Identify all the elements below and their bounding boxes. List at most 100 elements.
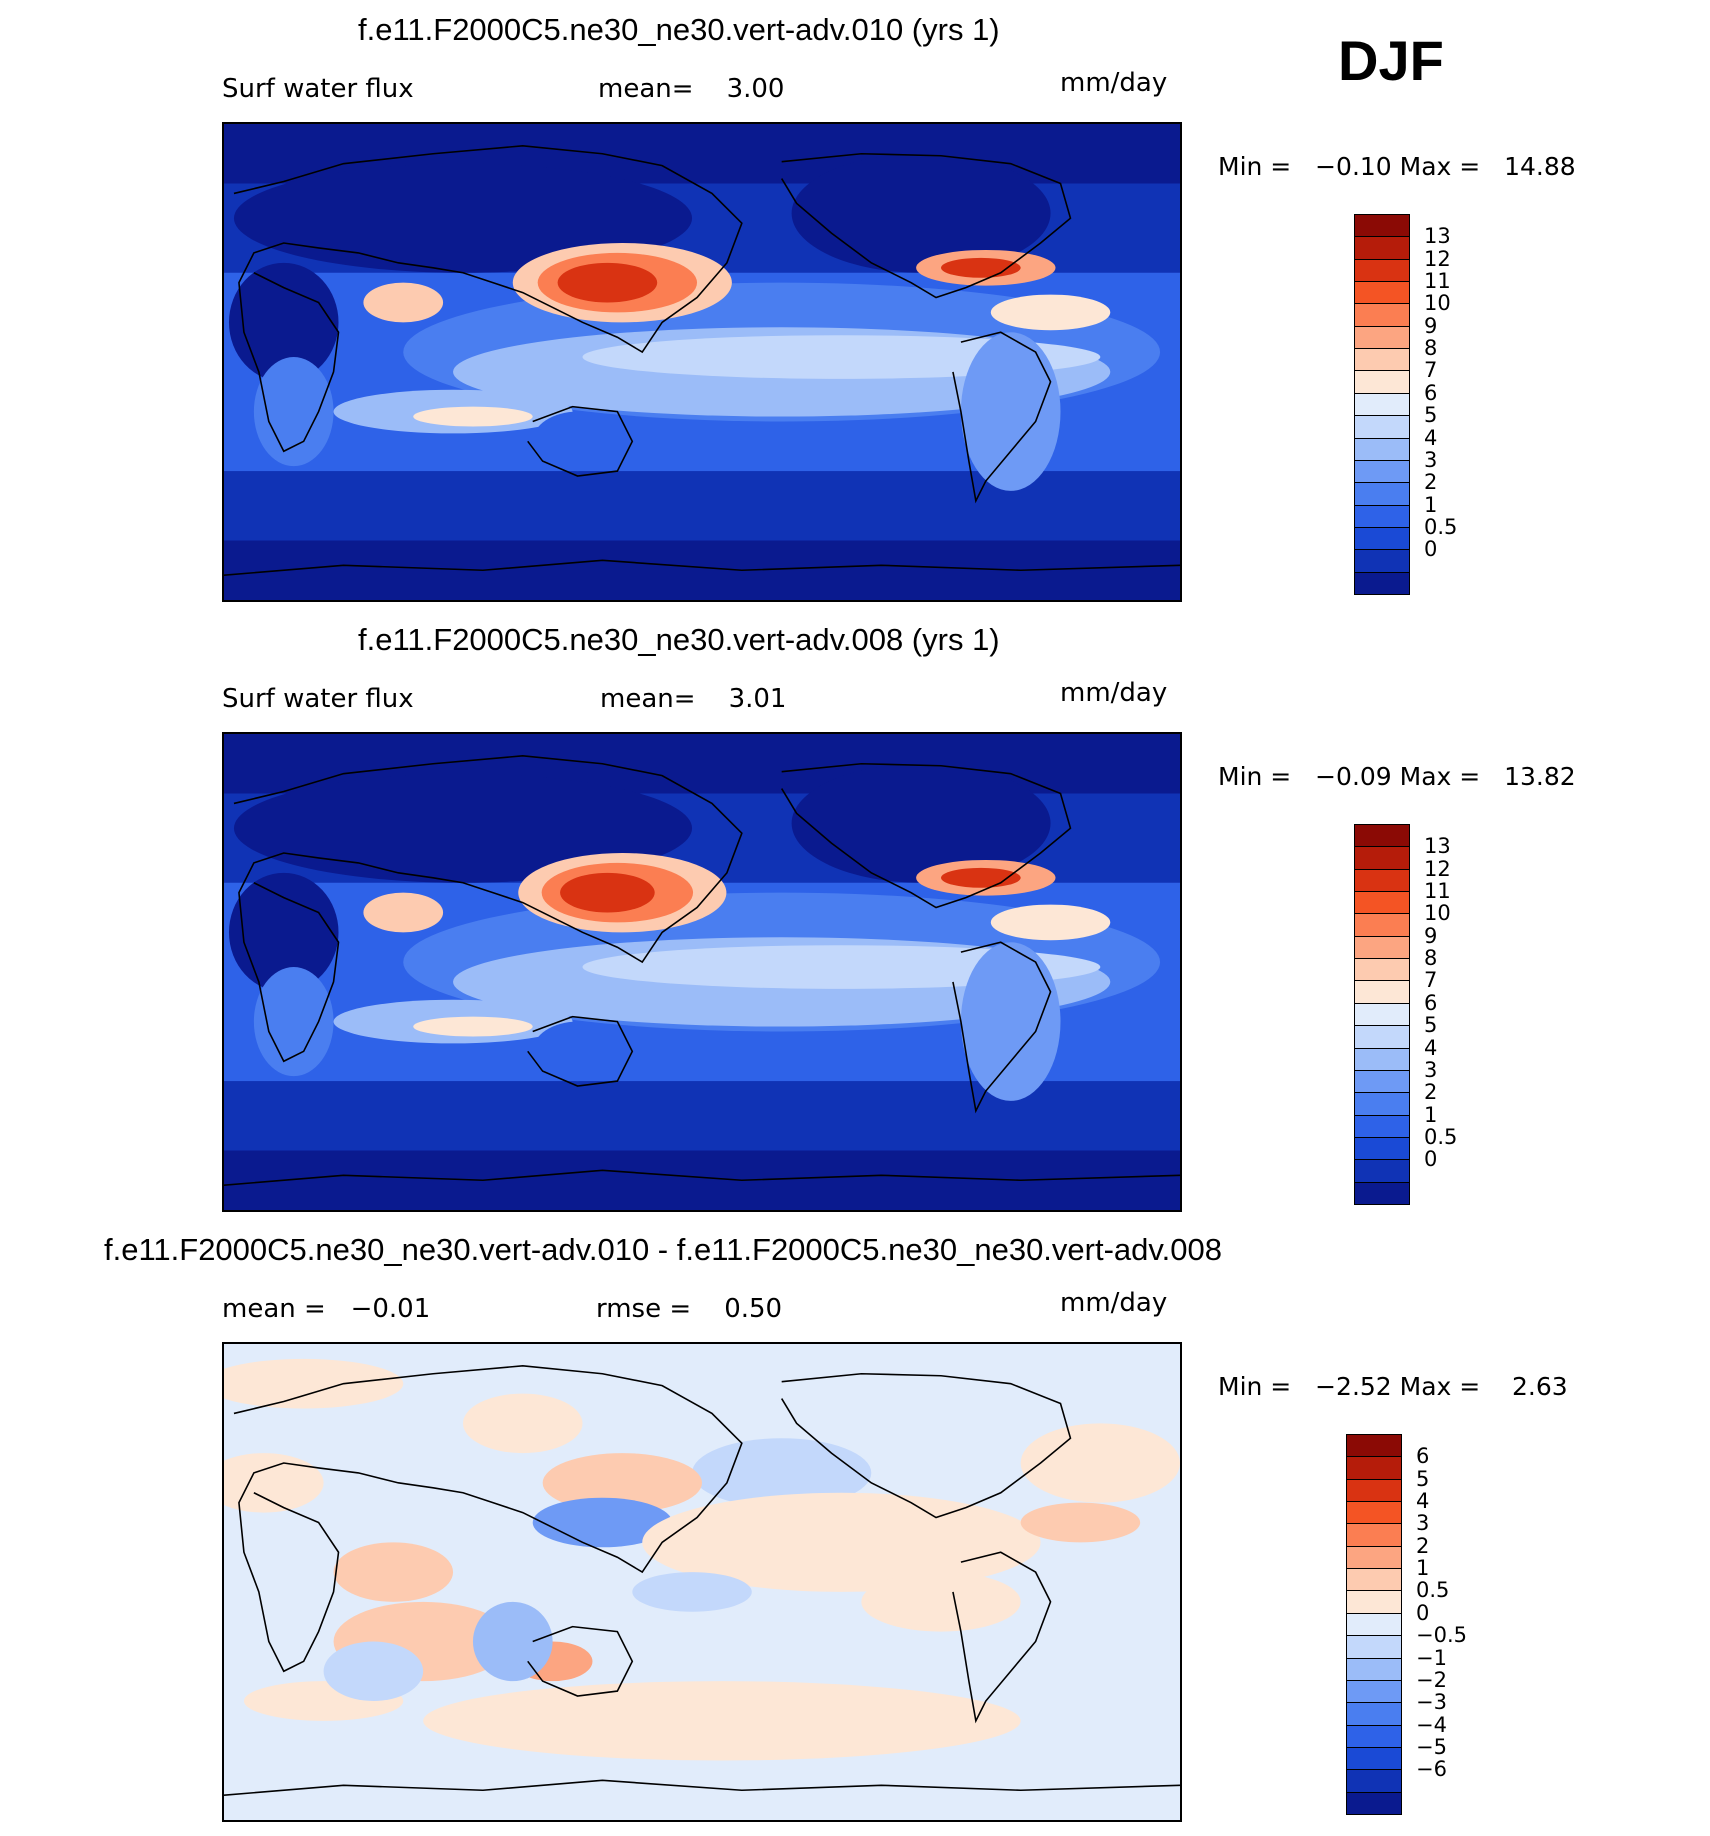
colorbar-label: 3	[1424, 447, 1438, 472]
colorbar-label: −2	[1416, 1667, 1447, 1692]
colorbar-label: 13	[1424, 224, 1451, 249]
colorbar-swatch	[1354, 281, 1410, 305]
panel-1-mean: mean= 3.00	[598, 74, 785, 104]
panel-2-colorbar: 13 12 11 10 9 8 7 6 5 4 3 2 1 0.5 0	[1354, 824, 1457, 1205]
panel-3-mean: mean = −0.01	[222, 1294, 431, 1324]
colorbar-swatch	[1354, 1047, 1410, 1071]
panel-2-minmax: Min = −0.09 Max = 13.82	[1218, 762, 1576, 791]
coastline	[224, 1169, 1180, 1186]
colorbar-label: 4	[1424, 425, 1438, 450]
colorbar-swatch	[1346, 1635, 1402, 1659]
colorbar-label: 0.5	[1424, 1124, 1458, 1149]
colorbar-label: 0	[1416, 1600, 1430, 1625]
colorbar-label: 10	[1424, 901, 1451, 926]
colorbar-swatch	[1346, 1657, 1402, 1681]
colorbar-swatch	[1354, 868, 1410, 893]
colorbar-swatch	[1354, 258, 1410, 283]
coastline	[952, 941, 1052, 1114]
panel-2-title: f.e11.F2000C5.ne30_ne30.vert-adv.008 (yr…	[358, 622, 1000, 657]
coastline	[527, 1625, 634, 1697]
colorbar-swatch	[1354, 214, 1410, 238]
colorbar-swatch	[1354, 891, 1410, 915]
colorbar-label: 1	[1416, 1556, 1430, 1581]
colorbar-label: 5	[1424, 403, 1438, 428]
colorbar-label: 9	[1424, 923, 1438, 948]
colorbar-swatch	[1354, 1069, 1410, 1094]
season-label: DJF	[1338, 29, 1444, 92]
coastline	[527, 405, 634, 477]
colorbar-label: 6	[1424, 380, 1438, 405]
coastline	[780, 762, 1072, 909]
coastline	[780, 152, 1072, 299]
colorbar-swatch	[1354, 1181, 1410, 1205]
colorbar-swatch	[1354, 437, 1410, 461]
colorbar-swatch	[1354, 303, 1410, 327]
colorbar-swatch	[1354, 846, 1410, 870]
colorbar-label: 8	[1424, 946, 1438, 971]
coastline	[952, 1551, 1052, 1724]
colorbar-swatch	[1346, 1590, 1402, 1614]
coastline	[527, 1015, 634, 1087]
colorbar-swatch	[1346, 1478, 1402, 1503]
colorbar-label: −4	[1416, 1712, 1447, 1737]
panel-2-mean: mean= 3.01	[600, 684, 787, 714]
colorbar-swatch	[1354, 504, 1410, 528]
colorbar-label: 9	[1424, 313, 1438, 338]
colorbar-swatch	[1354, 958, 1410, 982]
colorbar-swatch	[1354, 1114, 1410, 1138]
colorbar-swatch	[1346, 1724, 1402, 1748]
colorbar-label: 12	[1424, 246, 1451, 271]
colorbar-swatch	[1354, 1092, 1410, 1116]
colorbar-swatch	[1346, 1769, 1402, 1793]
coastline	[233, 145, 743, 453]
colorbar-label: 7	[1424, 968, 1438, 993]
colorbar-swatch	[1346, 1791, 1402, 1815]
colorbar-swatch	[1346, 1501, 1402, 1525]
colorbar-label: 1	[1424, 1102, 1438, 1127]
colorbar-swatch	[1354, 526, 1410, 551]
colorbar-swatch	[1354, 459, 1410, 484]
colorbar-label: 13	[1424, 834, 1451, 859]
colorbar-swatch	[1354, 571, 1410, 595]
coastline	[224, 559, 1180, 576]
colorbar-label: 12	[1424, 856, 1451, 881]
colorbar-label: 1	[1424, 492, 1438, 517]
colorbar-label: 2	[1424, 470, 1438, 495]
coastline	[952, 331, 1052, 504]
colorbar-swatch	[1346, 1679, 1402, 1704]
colorbar-swatch	[1346, 1702, 1402, 1726]
colorbar-swatch	[1354, 392, 1410, 417]
colorbar-swatch	[1346, 1545, 1402, 1570]
colorbar-label: −1	[1416, 1645, 1447, 1670]
coastline	[233, 1365, 743, 1673]
coastline	[780, 1372, 1072, 1519]
colorbar-label: −6	[1416, 1757, 1447, 1782]
coastline	[224, 1779, 1180, 1796]
colorbar-label: 11	[1424, 269, 1451, 294]
colorbar-label: 6	[1424, 990, 1438, 1015]
panel-3-map	[222, 1342, 1182, 1822]
panel-2-map	[222, 732, 1182, 1212]
panel-3-colorbar: 6 5 4 3 2 1 0.5 0 −0.5 −1 −2 −3 −4 −5 −6	[1346, 1434, 1467, 1815]
colorbar-swatch	[1346, 1523, 1402, 1547]
panel-1-colorbar: 13 12 11 10 9 8 7 6 5 4 3 2 1 0.5 0	[1354, 214, 1457, 595]
colorbar-label: 0	[1424, 537, 1438, 562]
panel-3-units: mm/day	[1060, 1288, 1168, 1318]
colorbar-label: −3	[1416, 1690, 1447, 1715]
colorbar-swatch	[1346, 1612, 1402, 1637]
panel-1-units: mm/day	[1060, 68, 1168, 98]
panel-1-map	[222, 122, 1182, 602]
colorbar-label: 2	[1416, 1533, 1430, 1558]
colorbar-label: 5	[1416, 1466, 1430, 1491]
colorbar-label: 4	[1416, 1489, 1430, 1514]
colorbar-label: 5	[1424, 1013, 1438, 1038]
panel-1-minmax: Min = −0.10 Max = 14.88	[1218, 152, 1576, 181]
colorbar-swatch	[1354, 415, 1410, 439]
panel-2-variable: Surf water flux	[222, 684, 414, 714]
colorbar-swatch	[1354, 935, 1410, 960]
colorbar-swatch	[1354, 1002, 1410, 1027]
colorbar-swatch	[1354, 1136, 1410, 1161]
colorbar-swatch	[1354, 1159, 1410, 1183]
colorbar-swatch	[1346, 1434, 1402, 1458]
panel-2-units: mm/day	[1060, 678, 1168, 708]
